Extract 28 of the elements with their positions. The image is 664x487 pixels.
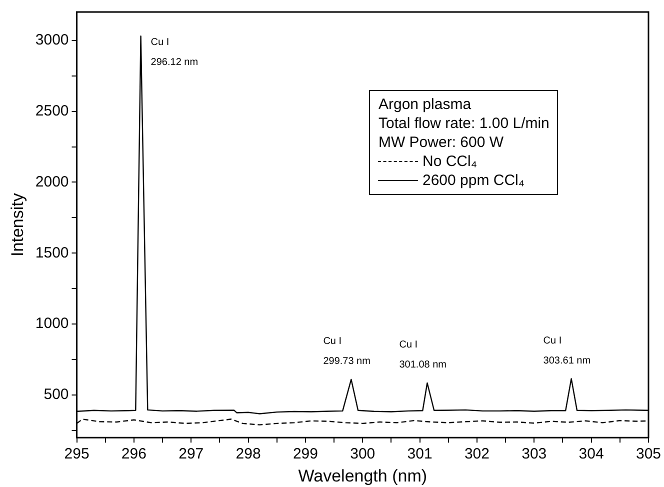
legend-label: No CCl₄ [422,152,477,171]
y-axis-title: Intensity [8,192,27,256]
x-tick-label: 300 [350,446,376,463]
annotation: MW Power: 600 W [378,133,505,152]
x-tick-label: 302 [464,446,490,463]
x-tick-label: 296 [121,446,146,463]
x-tick-label: 297 [178,446,204,463]
x-tick-label: 305 [636,446,661,463]
y-tick-label: 1500 [35,244,69,262]
x-tick-label: 303 [522,446,547,463]
y-tick-label: 2500 [35,102,69,120]
x-tick-label: 301 [407,446,432,463]
annotation: Total flow rate: 1.00 L/min [378,114,550,133]
x-tick-label: 304 [578,446,604,463]
y-tick-label: 1000 [35,315,69,332]
x-tick-label: 295 [64,446,90,463]
annotation: Cu I 301.08 nm [399,340,446,371]
y-tick-label: 500 [44,386,69,404]
x-axis-title: Wavelength (nm) [298,466,428,486]
y-tick-label: 2000 [35,173,69,190]
x-tick-label: 299 [292,446,318,463]
legend-label: 2600 ppm CCl₄ [422,171,524,190]
x-tick-label: 298 [236,446,261,463]
annotation: Cu I 299.73 nm [323,336,370,368]
annotation: Argon plasma [378,95,472,114]
annotation: Cu I 296.12 nm [150,36,198,68]
annotation: Cu I 303.61 nm [543,335,591,366]
y-tick-label: 3000 [35,32,69,49]
